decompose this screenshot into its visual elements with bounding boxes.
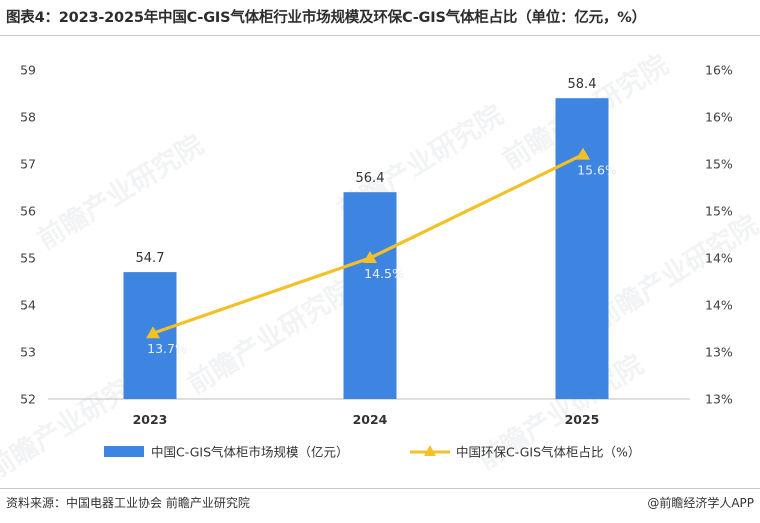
y-left-tick-label: 54	[20, 298, 36, 313]
line-marker	[146, 326, 160, 339]
watermark-text: 前瞻产业研究院	[32, 129, 209, 256]
x-tick-label: 2024	[353, 412, 388, 427]
line-value-label: 14.5%	[364, 266, 404, 281]
line-layer	[146, 147, 590, 339]
y-left-tick-label: 58	[20, 110, 36, 125]
chart-title: 图表4：2023-2025年中国C-GIS气体柜行业市场规模及环保C-GIS气体…	[6, 10, 646, 26]
y-left-tick-label: 59	[20, 63, 36, 78]
source-note: 资料来源：中国电器工业协会 前瞻产业研究院	[6, 496, 250, 510]
line-value-label: 15.6%	[577, 163, 617, 178]
legend-bar-label: 中国C-GIS气体柜市场规模（亿元）	[151, 445, 349, 460]
footer-brand: @前瞻经济学人APP	[647, 496, 754, 510]
y-right-tick-label: 16%	[705, 110, 733, 125]
y-right-tick-label: 15%	[705, 157, 733, 172]
y-right-tick-label: 15%	[705, 204, 733, 219]
y-right-tick-label: 13%	[705, 345, 733, 360]
bar	[343, 192, 397, 399]
x-tick-label: 2023	[133, 412, 168, 427]
y-left-tick-label: 56	[20, 204, 36, 219]
y-left-tick-label: 53	[20, 345, 36, 360]
legend-line-marker	[424, 445, 436, 456]
bar-value-label: 56.4	[356, 171, 385, 186]
source-divider	[0, 488, 760, 489]
legend-line-label: 中国环保C-GIS气体柜占比（%）	[456, 445, 640, 460]
line-value-label: 13.7%	[147, 341, 187, 356]
legend: 中国C-GIS气体柜市场规模（亿元） 中国环保C-GIS气体柜占比（%）	[104, 445, 640, 460]
x-tick-label: 2025	[565, 412, 600, 427]
y-right-tick-label: 16%	[705, 63, 733, 78]
y-left-tick-label: 52	[20, 392, 36, 407]
y-right-tick-label: 14%	[705, 298, 733, 313]
line-marker	[363, 251, 377, 263]
y-left-tick-label: 55	[20, 251, 36, 266]
watermark-text: 前瞻产业研究院	[587, 209, 760, 336]
y-left-tick-label: 57	[20, 157, 36, 172]
bar-value-label: 58.4	[568, 77, 597, 92]
bar-value-label: 54.7	[136, 251, 165, 266]
y-right-tick-label: 13%	[705, 392, 733, 407]
line-marker	[576, 147, 590, 160]
bars-layer	[123, 98, 609, 399]
y-right-tick-label: 14%	[705, 251, 733, 266]
data-labels-layer: 54.7 56.4 58.4 13.7% 14.5% 15.6%	[136, 77, 617, 356]
title-divider	[0, 35, 760, 36]
legend-bar-swatch	[104, 446, 144, 457]
bar	[555, 98, 609, 399]
